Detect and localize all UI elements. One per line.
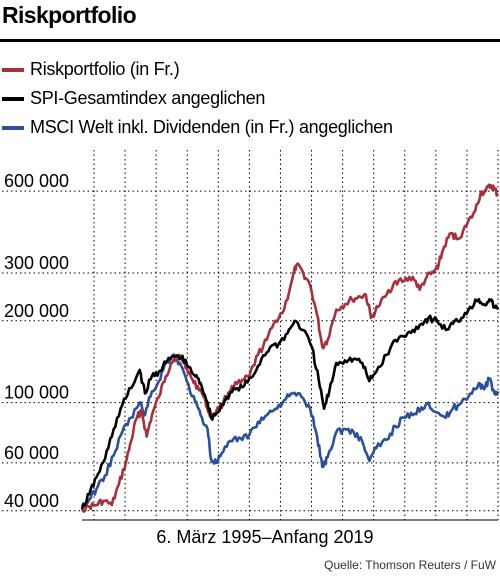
grid (2, 150, 499, 521)
y-axis-ticks: 40 000 60 000 100 000 200 000 300 000 600 000 (4, 171, 69, 511)
y-tick-label: 600 000 (4, 171, 69, 191)
y-tick-label: 300 000 (4, 253, 69, 273)
title-rule (0, 39, 500, 42)
chart-title: Riskportfolio (2, 2, 137, 28)
series-line-2 (80, 353, 500, 508)
legend-label-riskportfolio: Riskportfolio (in Fr.) (30, 59, 180, 79)
y-tick-label: 200 000 (4, 301, 69, 321)
x-axis-label: 6. März 1995–Anfang 2019 (156, 527, 373, 547)
legend-item-riskportfolio: Riskportfolio (in Fr.) (2, 55, 393, 84)
legend-swatch-msci (2, 125, 24, 130)
series-line-1 (80, 298, 500, 510)
legend-label-msci: MSCI Welt inkl. Dividenden (in Fr.) ange… (30, 117, 393, 137)
series-line-0 (80, 183, 499, 513)
series-lines (80, 183, 500, 513)
source-note: Quelle: Thomson Reuters / FuW (324, 558, 496, 572)
legend-swatch-riskportfolio (2, 67, 24, 72)
y-tick-label: 60 000 (4, 443, 59, 463)
legend-swatch-spi (2, 96, 24, 101)
y-tick-label: 40 000 (4, 491, 59, 511)
legend: Riskportfolio (in Fr.) SPI-Gesamtindex a… (2, 55, 393, 142)
legend-item-msci: MSCI Welt inkl. Dividenden (in Fr.) ange… (2, 113, 393, 142)
legend-item-spi: SPI-Gesamtindex angeglichen (2, 84, 393, 113)
y-tick-label: 100 000 (4, 383, 69, 403)
legend-label-spi: SPI-Gesamtindex angeglichen (30, 88, 266, 108)
